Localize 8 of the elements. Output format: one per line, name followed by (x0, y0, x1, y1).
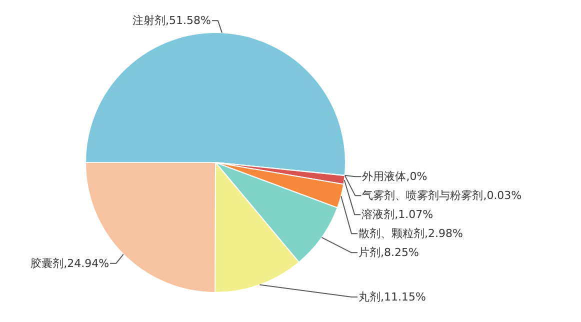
slice-label: 片剂,8.25% (358, 246, 419, 260)
slice-label: 注射剂,51.58% (132, 14, 211, 28)
slice-label: 气雾剂、喷雾剂与粉雾剂,0.03% (362, 189, 522, 202)
legend-label: 外用液体,0% (362, 170, 428, 184)
slice-label: 散剂、颗粒剂,2.98% (358, 227, 463, 240)
slice-label: 丸剂,11.15% (358, 290, 426, 304)
slice-label: 胶囊剂,24.94% (30, 256, 110, 270)
slice-label: 溶液剂,1.07% (362, 208, 434, 222)
